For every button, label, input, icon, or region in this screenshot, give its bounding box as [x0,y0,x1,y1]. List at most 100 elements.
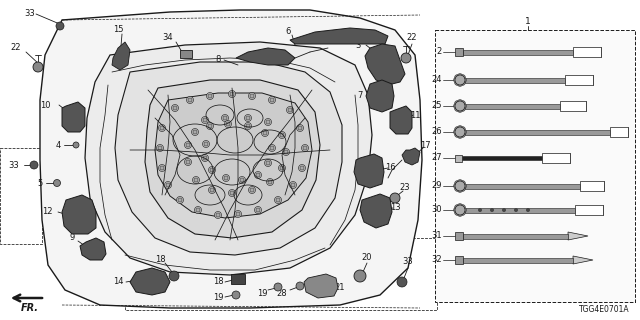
Bar [455,155,462,162]
Circle shape [296,124,303,132]
Text: 17: 17 [420,140,430,149]
Circle shape [490,208,494,212]
Circle shape [458,100,463,105]
Circle shape [159,164,166,172]
Bar [565,75,593,85]
Text: 29: 29 [431,181,442,190]
Circle shape [230,92,234,96]
Bar [455,256,463,264]
Circle shape [460,101,465,106]
Bar [463,234,568,238]
Polygon shape [354,154,384,188]
Circle shape [263,131,267,135]
Circle shape [186,97,193,103]
Circle shape [298,164,305,172]
Circle shape [300,166,304,170]
Circle shape [207,123,214,130]
Circle shape [458,188,463,193]
Circle shape [256,208,260,212]
Circle shape [54,180,61,187]
Text: 33: 33 [24,10,35,19]
Circle shape [266,161,270,165]
Bar [0,148,42,244]
Circle shape [275,196,282,204]
Text: 27: 27 [431,154,442,163]
Bar [435,30,635,302]
Circle shape [458,82,463,86]
Circle shape [246,116,250,120]
Text: 21: 21 [335,284,345,292]
Bar [465,130,610,134]
Bar [573,47,601,57]
Text: 6: 6 [285,28,291,36]
Bar [465,183,580,188]
Bar [465,207,575,212]
Bar [575,205,603,215]
Circle shape [291,183,295,187]
Circle shape [230,191,234,195]
Circle shape [455,75,465,85]
Bar [231,274,245,284]
Circle shape [169,271,179,281]
Circle shape [194,178,198,182]
Circle shape [298,126,302,130]
Circle shape [458,204,463,209]
Circle shape [455,101,465,111]
Circle shape [454,207,458,212]
Circle shape [73,142,79,148]
Circle shape [390,193,400,203]
Circle shape [288,108,292,112]
Circle shape [454,103,458,108]
Circle shape [177,196,184,204]
Circle shape [478,208,482,212]
Polygon shape [85,42,372,275]
Circle shape [186,160,190,164]
Circle shape [502,208,506,212]
Text: 5: 5 [37,179,43,188]
Circle shape [256,173,260,177]
Circle shape [458,133,463,139]
Circle shape [397,277,407,287]
Text: 4: 4 [56,140,61,149]
Text: 20: 20 [362,253,372,262]
Circle shape [166,183,170,187]
Circle shape [184,158,191,165]
Text: 12: 12 [42,207,52,217]
Bar [580,181,604,191]
Polygon shape [365,44,405,85]
Polygon shape [360,194,392,228]
Circle shape [454,127,460,132]
Bar [125,238,437,310]
Circle shape [280,166,284,170]
Circle shape [160,166,164,170]
Circle shape [458,74,463,78]
Circle shape [250,94,254,98]
Circle shape [172,105,179,111]
Bar [465,77,565,83]
Polygon shape [112,42,130,70]
Circle shape [193,177,200,183]
Circle shape [460,186,465,191]
Circle shape [157,145,163,151]
Circle shape [223,174,230,181]
Circle shape [210,168,214,172]
Circle shape [454,132,460,137]
Bar [455,232,463,240]
Text: TGG4E0701A: TGG4E0701A [579,305,630,314]
Circle shape [278,132,285,139]
Circle shape [224,176,228,180]
Polygon shape [115,62,342,255]
Polygon shape [145,80,320,238]
Circle shape [454,205,460,210]
Circle shape [282,148,289,156]
Polygon shape [304,274,338,298]
Circle shape [202,140,209,148]
Circle shape [223,116,227,120]
Text: 16: 16 [385,164,396,172]
Circle shape [460,181,465,186]
Circle shape [202,155,209,162]
Circle shape [210,188,214,192]
Circle shape [460,210,465,215]
Circle shape [454,80,460,85]
Text: 14: 14 [113,277,124,286]
